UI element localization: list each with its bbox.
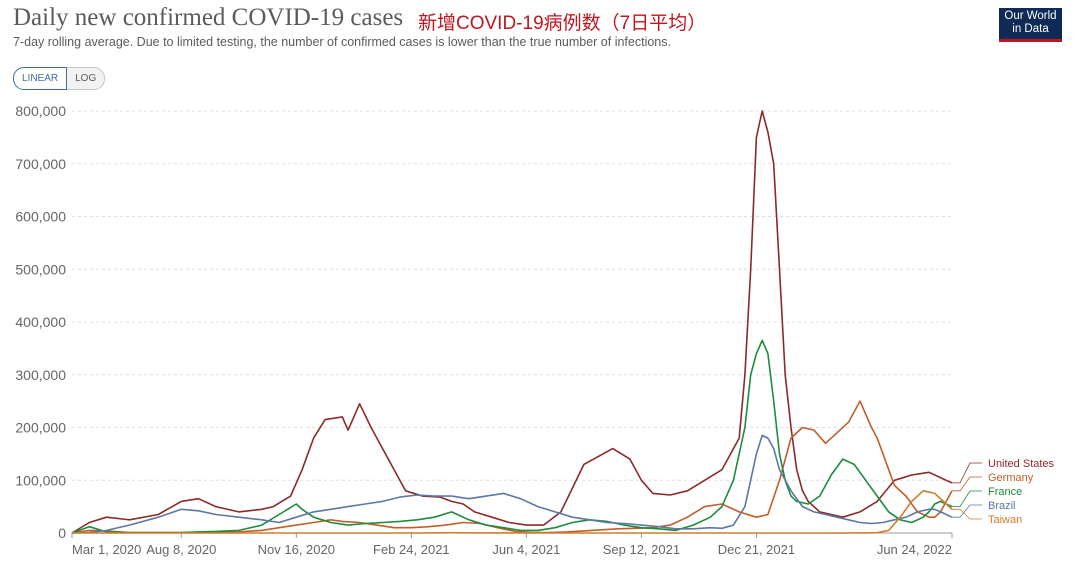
owid-logo[interactable]: Our World in Data	[999, 8, 1062, 42]
log-scale-button[interactable]: LOG	[67, 67, 106, 90]
x-tick-label: Jun 24, 2022	[877, 542, 952, 557]
x-tick-label: Sep 12, 2021	[603, 542, 680, 557]
legend-connector	[952, 508, 982, 520]
y-tick-label: 800,000	[15, 103, 66, 119]
chinese-title-annotation: 新增COVID-19病例数（7日平均）	[418, 13, 707, 34]
series-lines	[71, 110, 953, 534]
series-line-brazil	[71, 434, 953, 534]
y-tick-label: 200,000	[15, 420, 66, 436]
series-line-france	[71, 339, 953, 534]
legend-connector	[952, 476, 982, 492]
series-line-taiwan	[72, 490, 953, 534]
scale-toggle: LINEAR LOG	[13, 67, 106, 90]
legend-label-taiwan: Taiwan	[988, 514, 1022, 526]
y-tick-label: 300,000	[15, 367, 66, 383]
legend-label-germany: Germany	[988, 472, 1034, 484]
legend-label-brazil: Brazil	[988, 500, 1016, 512]
y-tick-label: 600,000	[15, 209, 66, 225]
gridlines	[72, 110, 952, 481]
chart-title: Daily new confirmed COVID-19 cases	[13, 4, 404, 31]
legend: United States Germany France Brazil Taiwan	[952, 458, 1055, 526]
logo-line-2: in Data	[1012, 23, 1049, 35]
y-tick-label: 0	[58, 525, 66, 541]
legend-connector	[952, 504, 982, 518]
x-tick-label: Dec 21, 2021	[718, 542, 795, 557]
y-tick-label: 500,000	[15, 261, 66, 277]
x-tick-label: Nov 16, 2020	[258, 542, 335, 557]
x-tick-label: Mar 1, 2020	[72, 542, 141, 557]
legend-label-france: France	[988, 486, 1022, 498]
legend-connector	[952, 490, 982, 507]
x-tick-label: Jun 4, 2021	[492, 542, 560, 557]
y-tick-label: 400,000	[15, 314, 66, 330]
x-tick-label: Aug 8, 2020	[146, 542, 216, 557]
x-tick-label: Feb 24, 2021	[373, 542, 450, 557]
y-tick-label: 100,000	[15, 472, 66, 488]
linear-scale-button[interactable]: LINEAR	[13, 67, 68, 90]
chart-subtitle: 7-day rolling average. Due to limited te…	[13, 35, 671, 49]
x-axis: Mar 1, 2020 Aug 8, 2020 Nov 16, 2020 Feb 24…	[71, 533, 953, 557]
series-line-germany	[71, 400, 953, 534]
logo-line-1: Our World	[1004, 10, 1057, 22]
legend-label-united-states: United States	[988, 458, 1055, 470]
legend-connector	[952, 462, 982, 484]
y-tick-label: 700,000	[15, 156, 66, 172]
series-line-united-states	[71, 110, 953, 534]
